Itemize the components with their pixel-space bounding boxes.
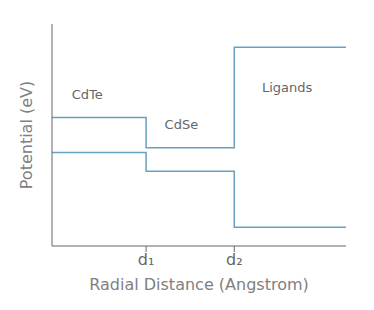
svg-text:CdTe: CdTe (72, 87, 103, 102)
svg-text:Radial Distance (Angstrom): Radial Distance (Angstrom) (89, 275, 309, 294)
svg-text:Potential (eV): Potential (eV) (17, 81, 36, 189)
svg-text:Ligands: Ligands (262, 80, 313, 95)
svg-text:d₁: d₁ (138, 250, 155, 269)
svg-text:d₂: d₂ (226, 250, 243, 269)
svg-text:CdSe: CdSe (165, 117, 199, 132)
